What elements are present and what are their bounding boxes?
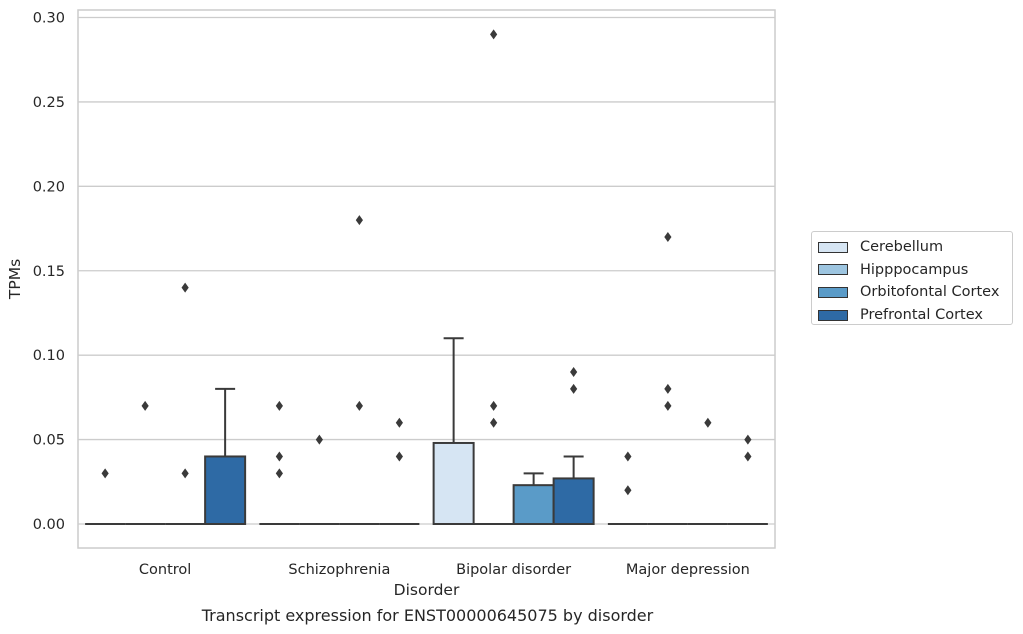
legend-swatch	[818, 264, 848, 276]
legend-swatch	[818, 241, 848, 253]
outlier-point	[181, 282, 189, 293]
box-hipppocampus	[473, 29, 514, 525]
box-marks	[85, 29, 768, 526]
y-tick-label: 0.20	[33, 179, 65, 195]
x-axis-ticks: Control Schizophrenia Bipolar disorder Majo…	[139, 562, 750, 578]
outlier-point	[744, 451, 752, 462]
gridlines	[78, 16, 775, 525]
outlier-point	[490, 400, 498, 411]
outlier-point	[181, 468, 189, 479]
outlier-point	[624, 451, 632, 462]
outlier-point	[275, 451, 283, 462]
outlier-point	[744, 434, 752, 445]
x-tick-label: Control	[139, 562, 191, 578]
box-cerebellum	[607, 451, 648, 525]
outlier-point	[570, 383, 578, 394]
y-tick-label: 0.30	[33, 11, 65, 27]
outlier-point	[275, 400, 283, 411]
outlier-point	[664, 383, 672, 394]
box-prefrontal-cortex	[552, 367, 595, 526]
legend-swatch	[818, 309, 848, 321]
outlier-point	[355, 400, 363, 411]
box-prefrontal-cortex	[727, 434, 768, 525]
figure-caption: Transcript expression for ENST0000064507…	[201, 606, 654, 625]
box-orbitofontal-cortex	[165, 282, 206, 525]
outlier-point	[624, 485, 632, 496]
outlier-point	[490, 29, 498, 40]
box-hipppocampus	[125, 400, 166, 525]
legend-label: Prefrontal Cortex	[860, 307, 983, 324]
box-body	[552, 477, 595, 526]
y-tick-label: 0.25	[33, 95, 65, 111]
x-axis-label: Disorder	[394, 581, 460, 599]
outlier-point	[355, 215, 363, 226]
legend-label: Cerebellum	[860, 239, 944, 256]
box-prefrontal-cortex	[204, 387, 247, 526]
box-orbitofontal-cortex	[687, 417, 728, 525]
box-orbitofontal-cortex	[339, 215, 380, 525]
outlier-point	[664, 400, 672, 411]
box-orbitofontal-cortex	[512, 472, 555, 525]
y-tick-label: 0.15	[33, 264, 65, 280]
plot-frame	[77, 9, 776, 549]
x-tick-label: Major depression	[626, 562, 750, 578]
box-cerebellum	[259, 400, 300, 525]
box-prefrontal-cortex	[379, 417, 420, 525]
outlier-point	[315, 434, 323, 445]
outlier-point	[704, 417, 712, 428]
outlier-point	[664, 231, 672, 242]
box-hipppocampus	[647, 231, 688, 525]
x-tick-label: Bipolar disorder	[456, 562, 571, 578]
box-cerebellum	[432, 337, 475, 525]
legend: Cerebellum Hipppocampus Orbitofontal Corte…	[811, 231, 1013, 325]
legend-label: Hipppocampus	[860, 261, 969, 278]
outlier-point	[395, 451, 403, 462]
outlier-point	[490, 417, 498, 428]
outlier-point	[275, 468, 283, 479]
x-tick-label: Schizophrenia	[288, 562, 390, 578]
outlier-point	[570, 367, 578, 378]
legend-swatch	[818, 286, 848, 298]
legend-item: Hipppocampus	[818, 259, 1012, 282]
y-axis-ticks: 0.00 0.05 0.10 0.15 0.20 0.25 0.30	[33, 11, 65, 534]
box-body	[432, 441, 475, 525]
outlier-point	[141, 400, 149, 411]
legend-item: Prefrontal Cortex	[818, 304, 1012, 327]
box-hipppocampus	[299, 434, 340, 525]
outlier-point	[101, 468, 109, 479]
legend-label: Orbitofontal Cortex	[860, 284, 1000, 301]
box-body	[512, 484, 555, 525]
box-body	[204, 455, 247, 526]
box-cerebellum	[85, 468, 126, 525]
y-tick-label: 0.10	[33, 348, 65, 364]
y-tick-label: 0.05	[33, 433, 65, 449]
y-axis-label: TPMs	[6, 259, 24, 300]
y-tick-label: 0.00	[33, 517, 65, 533]
outlier-point	[395, 417, 403, 428]
legend-item: Cerebellum	[818, 236, 1012, 259]
legend-item: Orbitofontal Cortex	[818, 281, 1012, 304]
